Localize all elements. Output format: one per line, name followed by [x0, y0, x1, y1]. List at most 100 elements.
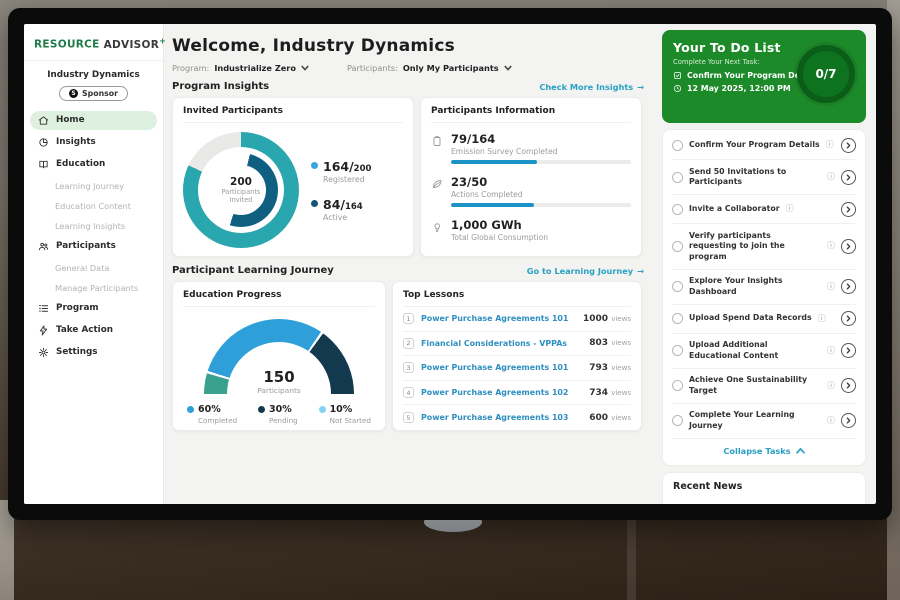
sidebar-item-manage-participants[interactable]: Manage Participants — [55, 282, 139, 293]
app-logo: RESOURCE ADVISOR+ — [24, 24, 166, 61]
education-icon — [39, 160, 48, 168]
task-open-button[interactable] — [841, 137, 856, 153]
sidebar-item-label: Program — [56, 303, 99, 313]
gauge-center-label: Participants — [257, 386, 301, 395]
lesson-title-link[interactable]: Power Purchase Agreements 101 — [421, 363, 569, 373]
donut-ring-inner — [204, 153, 278, 227]
sidebar-item-participants[interactable]: Participants — [30, 237, 157, 256]
gauge-center: 150 Participants — [204, 368, 354, 395]
lesson-title-link[interactable]: Financial Considerations - VPPAs — [421, 338, 567, 348]
task-checkbox[interactable] — [672, 171, 683, 183]
filters-row: Program: Industrialize Zero Participants… — [172, 63, 644, 73]
lesson-title-link[interactable]: Power Purchase Agreements 102 — [421, 388, 569, 398]
info-icon[interactable]: ⓘ — [817, 313, 826, 323]
info-icon[interactable]: ⓘ — [827, 345, 835, 355]
sidebar-item-education-content[interactable]: Education Content — [55, 200, 131, 211]
learning-cards-row: Education Progress 150 Participants 60% … — [172, 281, 644, 431]
program-icon — [38, 304, 49, 312]
task-checkbox[interactable] — [672, 281, 683, 293]
sidebar-item-general-data[interactable]: General Data — [55, 262, 110, 273]
task-checkbox[interactable] — [672, 380, 683, 392]
task-open-button[interactable] — [841, 311, 856, 327]
task-row: Upload Additional Educational Content ⓘ — [672, 334, 856, 369]
task-open-button[interactable] — [841, 201, 856, 217]
program-select[interactable]: Program: Industrialize Zero — [172, 63, 309, 73]
sidebar-item-label: Settings — [56, 347, 98, 357]
top-lessons-card: Top Lessons 1 Power Purchase Agreements … — [392, 281, 642, 431]
task-open-button[interactable] — [841, 378, 856, 394]
go-to-learning-journey-link[interactable]: Go to Learning Journey → — [527, 266, 644, 276]
todo-progress-ring: 0/7 — [797, 45, 855, 103]
donut-center-value: 200 — [230, 175, 252, 188]
info-icon[interactable]: ⓘ — [827, 241, 835, 251]
sponsor-badge[interactable]: S Sponsor — [59, 85, 128, 101]
lesson-title-link[interactable]: Power Purchase Agreements 103 — [421, 413, 569, 423]
dashboard-screen: RESOURCE ADVISOR+ Industry Dynamics S Sp… — [24, 24, 876, 504]
clipboard-icon — [433, 136, 441, 146]
stat-value: 1,000 GWh — [451, 218, 522, 232]
sidebar-item-home[interactable]: Home — [30, 110, 157, 130]
info-icon[interactable]: ⓘ — [827, 415, 835, 425]
section-title: Participant Learning Journey — [172, 265, 334, 276]
task-open-button[interactable] — [841, 413, 856, 429]
gauge-arc — [204, 319, 354, 395]
task-row: Achieve One Sustainability Target ⓘ — [672, 369, 856, 404]
collapse-tasks-link[interactable]: Collapse Tasks — [672, 439, 856, 462]
donut-center-label: Participants Invited — [221, 187, 261, 204]
sidebar-item-education[interactable]: Education — [30, 155, 157, 174]
education-gauge-chart: 150 Participants — [204, 319, 354, 395]
sponsor-label: Sponsor — [82, 88, 118, 98]
sidebar-item-label: Education — [56, 159, 106, 169]
card-title: Education Progress — [183, 290, 375, 307]
sidebar-item-learning-insights[interactable]: Learning Insights — [55, 220, 126, 231]
education-progress-card: Education Progress 150 Participants 60% … — [172, 281, 386, 431]
stat-actions-completed: 23/50 Actions Completed — [431, 175, 631, 207]
chevron-right-icon — [846, 417, 851, 424]
info-icon[interactable]: ⓘ — [827, 281, 835, 291]
todo-subtitle: Complete Your Next Task: — [673, 58, 760, 66]
task-checkbox[interactable] — [672, 313, 683, 325]
progress-track — [451, 203, 631, 207]
info-icon[interactable]: ⓘ — [785, 204, 794, 214]
chevron-right-icon — [846, 205, 851, 213]
participants-information-card: Participants Information 79/164 Emission… — [420, 97, 642, 257]
take-action-icon — [39, 324, 48, 336]
stat-emission-survey: 79/164 Emission Survey Completed — [431, 132, 631, 164]
lesson-title-link[interactable]: Power Purchase Agreements 101 — [421, 314, 569, 324]
task-open-button[interactable] — [841, 343, 856, 359]
task-label: Complete Your Learning Journey — [689, 410, 795, 430]
invited-chart-area: 200 Participants Invited 164/200 Registe… — [183, 123, 403, 248]
check-more-insights-link[interactable]: Check More Insights → — [539, 82, 644, 92]
lesson-rank: 2 — [403, 337, 414, 349]
info-icon[interactable]: ⓘ — [825, 140, 834, 149]
monitor-bezel: RESOURCE ADVISOR+ Industry Dynamics S Sp… — [8, 8, 892, 520]
participants-select[interactable]: Participants: Only My Participants — [347, 63, 512, 73]
legend-value: 84/164 — [323, 196, 363, 212]
sidebar-item-learning-journey[interactable]: Learning Journey — [55, 180, 125, 191]
task-open-button[interactable] — [841, 279, 856, 295]
participants-select-label: Participants: — [346, 63, 398, 73]
task-checkbox[interactable] — [672, 345, 683, 357]
task-open-button[interactable] — [841, 169, 856, 185]
info-icon[interactable]: ⓘ — [827, 380, 835, 390]
sidebar-item-take-action[interactable]: Take Action — [30, 321, 157, 340]
todo-summary-card: Your To Do List Complete Your Next Task:… — [662, 30, 866, 123]
task-list-card: Confirm Your Program Details ⓘ Send 50 I… — [662, 129, 866, 466]
task-label: Verify participants requesting to join t… — [689, 230, 785, 261]
stat-label: Actions Completed — [451, 190, 523, 199]
recent-news-title: Recent News — [673, 480, 743, 492]
sidebar-item-insights[interactable]: Insights — [30, 133, 157, 152]
task-checkbox[interactable] — [672, 139, 683, 151]
task-checkbox[interactable] — [672, 240, 683, 252]
sidebar-item-settings[interactable]: Settings — [30, 343, 157, 362]
task-open-button[interactable] — [841, 238, 856, 254]
task-label: Invite a Collaborator — [689, 203, 780, 213]
todo-next-task: Confirm Your Program Details — [673, 71, 819, 80]
task-checkbox[interactable] — [672, 203, 683, 215]
legend-pct: 10% — [329, 404, 353, 415]
task-checkbox[interactable] — [672, 415, 683, 427]
info-icon[interactable]: ⓘ — [827, 172, 835, 182]
sidebar-item-program[interactable]: Program — [30, 299, 157, 318]
todo-next-task-label: Confirm Your Program Details — [687, 71, 820, 80]
gear-icon — [38, 347, 49, 357]
